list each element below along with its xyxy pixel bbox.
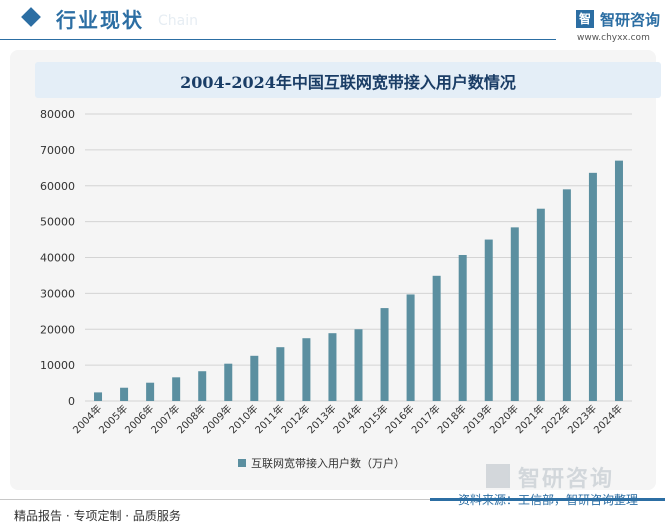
bar: [354, 329, 363, 401]
bar: [224, 363, 233, 401]
y-tick-label: 60000: [40, 180, 75, 193]
footer-divider: [0, 499, 665, 500]
bar: [302, 338, 311, 401]
logo-icon: 智: [576, 10, 594, 28]
logo-url: www.chyxx.com: [577, 33, 650, 43]
y-tick-label: 70000: [40, 144, 75, 157]
bar: [94, 392, 103, 401]
x-tick-label: 2024年: [591, 402, 625, 436]
chart-title-band: 2004-2024年中国互联网宽带接入用户数情况: [35, 62, 661, 98]
data-source: 资料来源：工信部，智研咨询整理: [458, 493, 639, 507]
bar: [432, 275, 441, 401]
bar: [614, 160, 623, 401]
section-title: 行业现状: [56, 8, 144, 32]
y-tick-label: 20000: [40, 323, 75, 336]
bar: [276, 347, 285, 401]
header: 行业现状 Chain 智 智研咨询 www.chyxx.com: [0, 0, 665, 43]
y-tick-label: 0: [68, 395, 75, 408]
footer-tagline: 精品报告 · 专项定制 · 品质服务: [14, 509, 181, 523]
bar: [328, 333, 337, 401]
bar: [250, 355, 259, 401]
diamond-icon: [21, 7, 41, 27]
y-tick-label: 80000: [40, 108, 75, 121]
header-divider: [0, 39, 556, 40]
y-tick-label: 50000: [40, 216, 75, 229]
y-tick-label: 30000: [40, 287, 75, 300]
watermark-name: 智研咨询: [518, 467, 615, 492]
ghost-text: Chain: [158, 13, 198, 29]
y-tick-label: 40000: [40, 252, 75, 265]
legend-label: 互联网宽带接入用户数（万户）: [251, 456, 405, 470]
bar: [562, 189, 571, 401]
bar: [406, 294, 415, 401]
bar: [120, 387, 129, 401]
bar: [458, 254, 467, 401]
bar: [588, 172, 597, 401]
watermark-icon: [486, 464, 510, 488]
bar-chart: 0 10000 20000 30000 40000 50000 60000 70000 8000…: [40, 108, 632, 470]
y-tick-label: 10000: [40, 359, 75, 372]
footer-accent-bar: [430, 498, 665, 501]
legend-swatch: [238, 459, 246, 467]
bar: [510, 227, 519, 401]
bar: [536, 208, 545, 401]
bar: [146, 382, 155, 401]
logo-name: 智研咨询: [600, 11, 661, 29]
bar: [380, 308, 389, 401]
bar: [484, 239, 493, 401]
bar: [198, 371, 207, 401]
bar: [172, 377, 181, 401]
chart-title: 2004-2024年中国互联网宽带接入用户数情况: [180, 73, 516, 92]
chart-panel: 2004-2024年中国互联网宽带接入用户数情况 0 10000 20000 3000…: [10, 50, 661, 490]
